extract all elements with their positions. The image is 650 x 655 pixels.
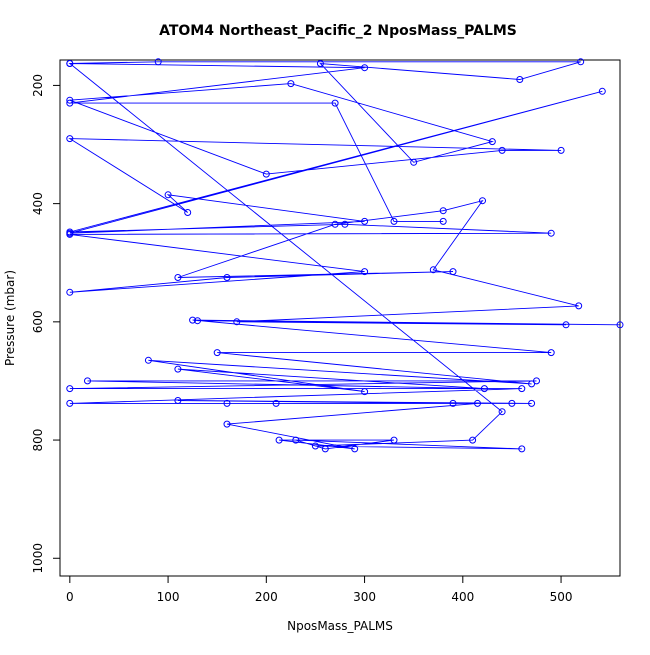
data-point (223, 274, 231, 281)
x-tick-label: 0 (66, 590, 74, 604)
data-point (449, 399, 457, 407)
data-point (474, 399, 481, 407)
data-point (213, 349, 221, 357)
data-point (488, 138, 496, 146)
data-point (516, 76, 524, 83)
data-point (189, 316, 197, 324)
data-point (66, 135, 74, 143)
x-axis-label: NposMass_PALMS (287, 619, 393, 633)
data-point (598, 87, 606, 95)
data-point (498, 146, 506, 154)
data-point (575, 302, 583, 310)
y-tick-label: 200 (31, 74, 45, 97)
data-point (316, 60, 324, 67)
data-point (164, 191, 172, 199)
x-tick-label: 200 (255, 590, 278, 604)
x-tick-label: 100 (157, 590, 180, 604)
data-point (533, 377, 540, 385)
data-point (66, 99, 74, 107)
data-point (66, 230, 74, 238)
data-point (84, 377, 91, 385)
data-point (292, 436, 300, 444)
y-tick-label: 400 (31, 192, 45, 215)
data-point (528, 380, 536, 388)
data-point (361, 388, 369, 396)
data-point (508, 399, 516, 407)
data-point (361, 64, 369, 72)
data-point (439, 207, 447, 215)
data-point (66, 228, 74, 236)
chart-title: ATOM4 Northeast_Pacific_2 NposMass_PALMS (159, 23, 517, 39)
y-tick-label: 600 (31, 310, 45, 333)
data-point (331, 220, 339, 228)
data-point (449, 268, 457, 276)
x-tick-label: 400 (451, 590, 474, 604)
plot-frame (59, 59, 621, 577)
data-point (547, 229, 555, 237)
data-point (174, 397, 182, 404)
series-layer (66, 58, 624, 453)
data-point (577, 58, 585, 66)
x-tick-label: 300 (353, 590, 376, 604)
data-point (390, 217, 398, 225)
data-point (361, 268, 369, 276)
x-axis: 0 100 200 300 400 500 (66, 576, 573, 604)
data-point (341, 220, 349, 228)
data-point (174, 365, 182, 373)
data-point (469, 436, 477, 444)
data-point (233, 318, 241, 326)
data-point (66, 399, 74, 407)
data-point (351, 445, 359, 453)
data-point (275, 436, 283, 444)
data-point (66, 288, 74, 296)
data-point (311, 442, 319, 450)
data-point (479, 197, 486, 205)
y-tick-label: 800 (31, 429, 45, 452)
data-point (361, 217, 369, 225)
x-tick-label: 500 (550, 590, 573, 604)
data-point (528, 399, 536, 407)
data-point (518, 385, 526, 393)
data-point (390, 436, 398, 444)
data-point (518, 445, 526, 453)
data-point (331, 99, 339, 107)
data-point (154, 58, 162, 66)
data-point (321, 445, 329, 453)
y-axis: 200 400 600 800 1000 (31, 74, 60, 574)
data-point (616, 321, 624, 329)
data-point (439, 217, 447, 225)
data-point (262, 170, 270, 178)
data-point (557, 146, 565, 154)
data-point (66, 60, 74, 67)
y-tick-label: 1000 (31, 543, 45, 574)
data-point (429, 266, 437, 274)
data-point (194, 317, 201, 325)
data-point (174, 274, 182, 281)
data-point (223, 420, 231, 428)
data-point (223, 399, 231, 407)
data-point (498, 408, 506, 416)
data-point (562, 321, 570, 329)
data-point (272, 399, 280, 407)
data-point (480, 385, 488, 393)
data-point (184, 209, 192, 216)
data-point (144, 356, 152, 364)
data-point (66, 96, 74, 104)
data-point (287, 80, 295, 88)
data-point (410, 158, 418, 166)
data-point (547, 349, 555, 357)
series-line (68, 61, 621, 450)
y-axis-label: Pressure (mbar) (3, 270, 17, 366)
data-point (66, 385, 74, 393)
